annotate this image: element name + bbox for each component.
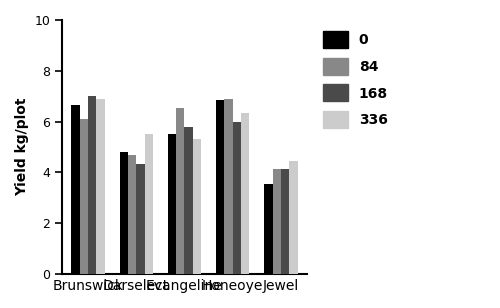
Bar <box>290 161 298 274</box>
Bar <box>241 113 250 274</box>
Bar <box>80 119 88 274</box>
Y-axis label: Yield kg/plot: Yield kg/plot <box>15 98 29 196</box>
Bar <box>88 96 96 274</box>
Bar <box>184 127 193 274</box>
Bar <box>224 99 232 274</box>
Bar <box>96 99 104 274</box>
Bar <box>232 122 241 274</box>
Bar <box>264 184 272 274</box>
Bar <box>128 155 136 274</box>
Bar <box>193 140 201 274</box>
Bar <box>272 169 281 274</box>
Bar <box>120 152 128 274</box>
Bar <box>216 100 224 274</box>
Bar <box>144 134 153 274</box>
Bar <box>136 164 144 274</box>
Legend: 0, 84, 168, 336: 0, 84, 168, 336 <box>318 27 392 132</box>
Bar <box>71 105 80 274</box>
Bar <box>168 134 176 274</box>
Bar <box>281 169 289 274</box>
Bar <box>176 108 184 274</box>
